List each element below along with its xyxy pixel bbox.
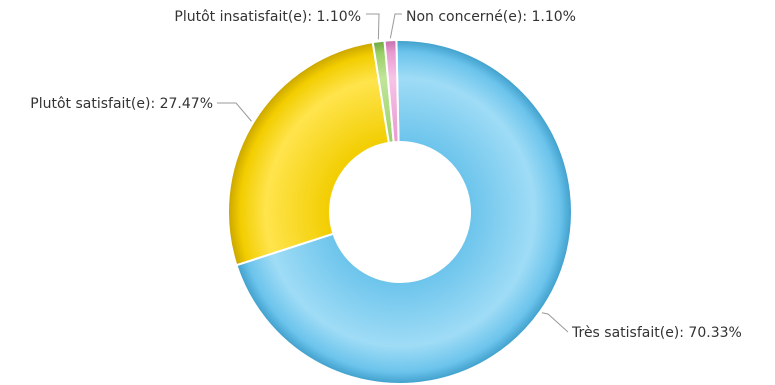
slice-labels-layer: Très satisfait(e): 70.33% Plutôt satisfai… [30, 9, 742, 341]
leader-line-tres-satisfait-e [541, 312, 569, 333]
slice-label-plutot-satisfait-e: Plutôt satisfait(e): 27.47% [30, 96, 213, 112]
slice-tres-satisfait-e[interactable] [235, 39, 573, 385]
slice-label-plutot-insatisfait-e: Plutôt insatisfait(e): 1.10% [174, 9, 361, 25]
slice-label-tres-satisfait-e: Très satisfait(e): 70.33% [571, 325, 742, 341]
leader-lines-layer [217, 13, 569, 333]
slice-non-concerne-e[interactable] [383, 39, 400, 144]
slices-layer [227, 39, 573, 385]
slice-label-non-concerne-e: Non concerné(e): 1.10% [406, 9, 576, 25]
leader-line-plutot-satisfait-e [217, 102, 252, 122]
slice-plutot-satisfait-e[interactable] [227, 41, 390, 267]
leader-line-non-concerne-e [389, 13, 402, 39]
leader-line-plutot-insatisfait-e [366, 13, 380, 40]
